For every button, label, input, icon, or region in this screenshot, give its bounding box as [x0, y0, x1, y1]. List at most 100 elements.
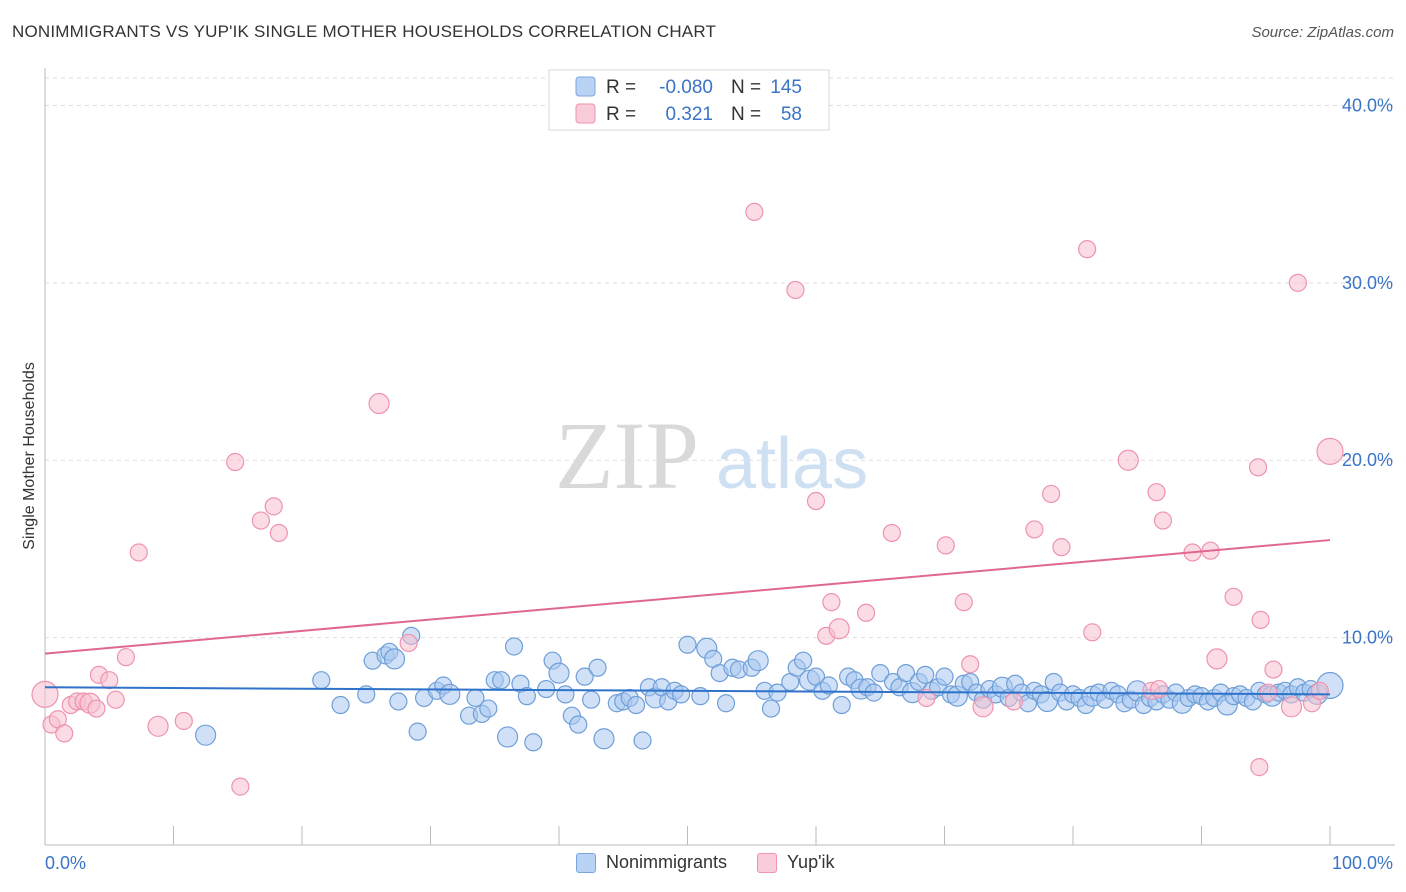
yupik-point	[116, 648, 136, 667]
watermark: ZIP atlas	[555, 402, 868, 509]
series-legend: Nonimmigrants Yup'ik	[576, 852, 865, 873]
yupik-point	[147, 715, 169, 737]
yupik-point	[264, 497, 283, 516]
nonimmigrants-point	[678, 635, 697, 654]
nonimmigrants-point	[389, 692, 408, 711]
legend-label-nonimmigrants: Nonimmigrants	[606, 852, 728, 872]
yupik-point	[129, 543, 148, 562]
yupik-point	[857, 603, 876, 622]
yupik-point	[1288, 273, 1307, 292]
legend-n-label-2: N =	[731, 104, 761, 125]
y-tick-labels: 10.0% 20.0% 30.0% 40.0%	[1342, 95, 1393, 647]
y-axis-label: Single Mother Households	[21, 362, 38, 550]
yupik-point	[100, 671, 119, 690]
yupik-point	[1310, 681, 1329, 700]
yupik-point	[174, 711, 193, 731]
nonimmigrants-point	[832, 695, 851, 715]
yupik-point	[1147, 483, 1166, 502]
nonimmigrants-point	[439, 683, 461, 705]
yupik-point	[1206, 648, 1228, 670]
nonimmigrants-point	[569, 715, 588, 734]
yupik-point	[1316, 437, 1344, 465]
nonimmigrants-point	[331, 695, 350, 715]
yupik-point	[917, 688, 936, 708]
nonimmigrants-point	[575, 667, 594, 686]
axes	[44, 68, 1395, 846]
yupik-point	[368, 392, 390, 415]
yupik-swatch	[757, 852, 778, 873]
yupik-point	[1052, 538, 1071, 557]
nonimmigrants-point	[747, 650, 769, 672]
nonimmigrants-point	[548, 662, 570, 684]
nonimmigrants-point	[671, 685, 691, 704]
legend-swatch-blue	[575, 76, 596, 97]
yupik-point	[954, 593, 973, 612]
yupik-point	[1149, 679, 1169, 699]
x-tick-label-min: 0.0%	[45, 853, 86, 873]
nonimmigrants-point	[497, 726, 519, 748]
yupik-point	[1025, 520, 1044, 539]
yupik-point	[31, 680, 59, 708]
nonimmigrants-point	[633, 731, 652, 750]
yupik-point	[828, 618, 850, 640]
yupik-point	[1004, 692, 1023, 711]
legend-r-value-1: -0.080	[659, 77, 713, 98]
legend-item-nonimmigrants[interactable]: Nonimmigrants	[576, 852, 727, 873]
legend-item-yupik[interactable]: Yup'ik	[757, 852, 835, 873]
yupik-point	[226, 452, 245, 472]
source-label: Source: ZipAtlas.com	[1251, 24, 1394, 41]
nonimmigrants-point	[312, 671, 331, 690]
yupik-point	[269, 523, 288, 543]
yupik-point	[106, 690, 125, 709]
nonimmigrants-point	[871, 663, 890, 683]
x-tick-labels: 0.0% 100.0%	[45, 853, 1393, 873]
watermark-atlas: atlas	[716, 424, 868, 504]
yupik-point	[786, 280, 805, 300]
nonimmigrants-point	[896, 663, 916, 683]
yupik-point	[251, 511, 270, 530]
legend-n-value-1: 145	[770, 77, 802, 98]
yupik-point	[1280, 696, 1303, 718]
legend-swatch-pink	[575, 103, 596, 124]
nonimmigrants-point	[195, 724, 217, 746]
nonimmigrants-point	[626, 695, 646, 715]
nonimmigrants-point	[768, 683, 787, 702]
legend-label-yupik: Yup'ik	[787, 852, 835, 872]
nonimmigrants-point	[383, 648, 406, 670]
yupik-point	[1078, 240, 1097, 259]
nonimmigrants-trend-line	[44, 686, 1331, 696]
nonimmigrants-point	[556, 685, 575, 704]
nonimmigrants-point	[357, 685, 376, 704]
yupik-point	[1250, 758, 1269, 777]
yupik-point	[1264, 660, 1283, 679]
yupik-point	[1042, 484, 1061, 504]
legend-r-value-2: 0.321	[665, 104, 713, 125]
yupik-point	[1224, 587, 1243, 606]
watermark-zip: ZIP	[555, 402, 699, 509]
legend-n-value-2: 58	[781, 104, 802, 125]
nonimmigrants-point	[504, 637, 524, 656]
nonimmigrants-point	[588, 658, 607, 677]
yupik-point	[1248, 458, 1268, 477]
yupik-point	[55, 724, 74, 743]
nonimmigrants-point	[916, 665, 935, 684]
trend-lines	[44, 539, 1331, 696]
nonimmigrants-point	[794, 651, 813, 670]
nonimmigrants-point	[582, 690, 601, 709]
yupik-point	[1153, 511, 1173, 530]
nonimmigrants-point	[935, 667, 954, 686]
yupik-point	[961, 655, 980, 674]
nonimmigrants-point	[524, 733, 543, 752]
yupik-point	[806, 491, 826, 511]
legend-r-label-1: R =	[606, 77, 636, 98]
nonimmigrants-point	[593, 728, 615, 750]
stats-legend: R = -0.080 N = 145 R = 0.321 N = 58	[548, 69, 830, 131]
y-tick-label: 30.0%	[1342, 273, 1393, 293]
y-tick-label: 40.0%	[1342, 95, 1393, 115]
yupik-point	[936, 536, 955, 555]
nonimmigrants-point	[819, 676, 838, 695]
y-tick-label: 20.0%	[1342, 450, 1393, 470]
yupik-point	[1259, 683, 1278, 702]
yupik-point	[1083, 623, 1102, 642]
yupik-point	[822, 593, 841, 612]
